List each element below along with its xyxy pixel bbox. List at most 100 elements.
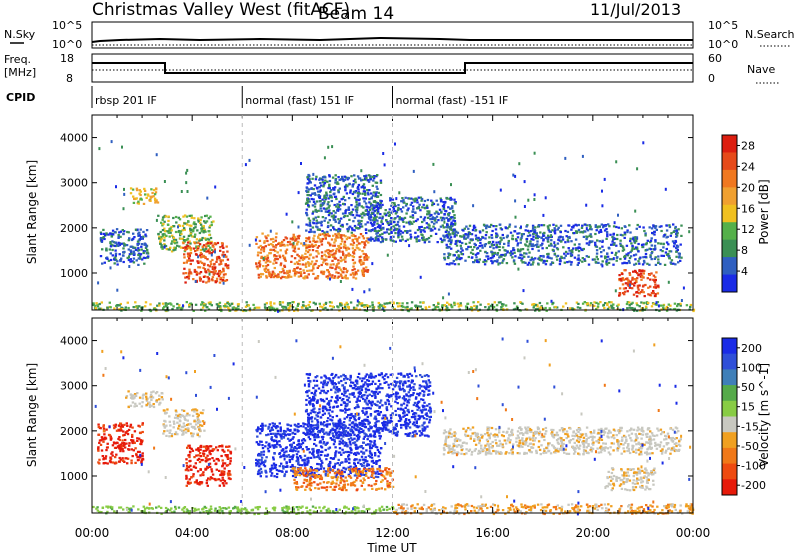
range-cell [372, 179, 375, 182]
range-cell [279, 249, 282, 252]
range-cell [361, 185, 365, 188]
range-cell [415, 236, 418, 239]
range-cell [674, 239, 677, 243]
range-cell [346, 305, 350, 308]
range-cell [212, 250, 215, 253]
range-cell [171, 308, 174, 311]
range-cell [601, 245, 604, 248]
range-cell [385, 302, 389, 305]
range-cell [426, 210, 429, 213]
range-cell [397, 230, 400, 233]
range-cell [307, 217, 310, 220]
range-cell [202, 409, 205, 412]
range-cell [263, 306, 267, 309]
range-cell [269, 248, 273, 251]
range-cell [123, 423, 126, 426]
range-cell [197, 447, 200, 450]
range-cell [295, 271, 299, 274]
noise-cell [297, 225, 300, 229]
range-cell [284, 250, 287, 253]
range-cell [137, 424, 140, 427]
range-cell [367, 212, 371, 215]
range-cell [370, 212, 374, 215]
range-cell [603, 255, 607, 258]
range-cell [357, 242, 361, 245]
noise-cell [398, 191, 401, 195]
range-cell [312, 454, 315, 457]
range-cell [541, 247, 544, 250]
range-cell [576, 263, 579, 266]
range-cell [629, 231, 632, 234]
range-cell [674, 225, 677, 229]
range-cell [393, 308, 396, 311]
range-cell [146, 397, 149, 400]
range-cell [413, 236, 417, 239]
range-cell [337, 230, 340, 233]
range-cell [501, 305, 504, 308]
range-cell [369, 236, 373, 239]
range-cell [145, 392, 148, 395]
range-cell [627, 260, 631, 263]
range-cell [657, 284, 660, 287]
range-cell [470, 239, 473, 242]
range-cell [626, 290, 629, 293]
range-cell [334, 215, 337, 218]
range-cell [536, 237, 539, 240]
range-cell [334, 455, 337, 458]
range-cell [179, 237, 182, 240]
range-cell [407, 207, 410, 210]
range-cell [606, 307, 610, 310]
range-cell [300, 306, 304, 309]
range-cell [211, 265, 214, 269]
range-cell [182, 215, 185, 218]
range-cell [338, 234, 341, 237]
range-cell [589, 302, 593, 305]
range-cell [669, 261, 672, 264]
range-cell [499, 301, 502, 304]
range-cell [125, 244, 129, 247]
range-cell [195, 238, 199, 241]
range-cell [312, 188, 315, 191]
range-cell [365, 464, 368, 467]
range-cell [155, 399, 159, 402]
range-cell [610, 301, 613, 304]
range-cell [350, 227, 354, 230]
range-cell [305, 262, 308, 265]
range-cell [288, 455, 291, 458]
range-cell [532, 306, 535, 309]
range-cell [463, 235, 466, 238]
range-cell [625, 253, 628, 256]
range-cell [672, 262, 675, 265]
range-cell [490, 259, 493, 262]
range-cell [353, 216, 357, 219]
noise-cell [300, 162, 302, 165]
nsky-label: N.Sky [4, 28, 36, 41]
range-cell [159, 242, 162, 245]
range-cell [193, 420, 196, 423]
range-cell [302, 422, 305, 425]
range-cell [113, 258, 116, 261]
range-cell [665, 253, 669, 256]
range-cell [523, 255, 526, 258]
range-cell [175, 413, 178, 416]
range-cell [426, 213, 429, 216]
range-cell [333, 466, 336, 469]
range-cell [139, 193, 142, 197]
range-cell [397, 236, 400, 239]
range-cell [218, 301, 222, 304]
range-cell [544, 263, 548, 266]
range-cell [331, 259, 334, 262]
range-cell [423, 207, 427, 210]
range-cell [409, 237, 412, 240]
range-cell [192, 222, 195, 225]
range-cell [358, 468, 361, 471]
range-cell [534, 226, 537, 229]
range-cell [305, 214, 309, 217]
range-cell [222, 251, 225, 254]
range-cell [118, 304, 121, 307]
freq-label-line2: [MHz] [4, 66, 36, 79]
range-cell [270, 439, 274, 442]
range-cell [520, 233, 524, 236]
range-cell [512, 249, 516, 252]
range-cell [474, 229, 478, 232]
